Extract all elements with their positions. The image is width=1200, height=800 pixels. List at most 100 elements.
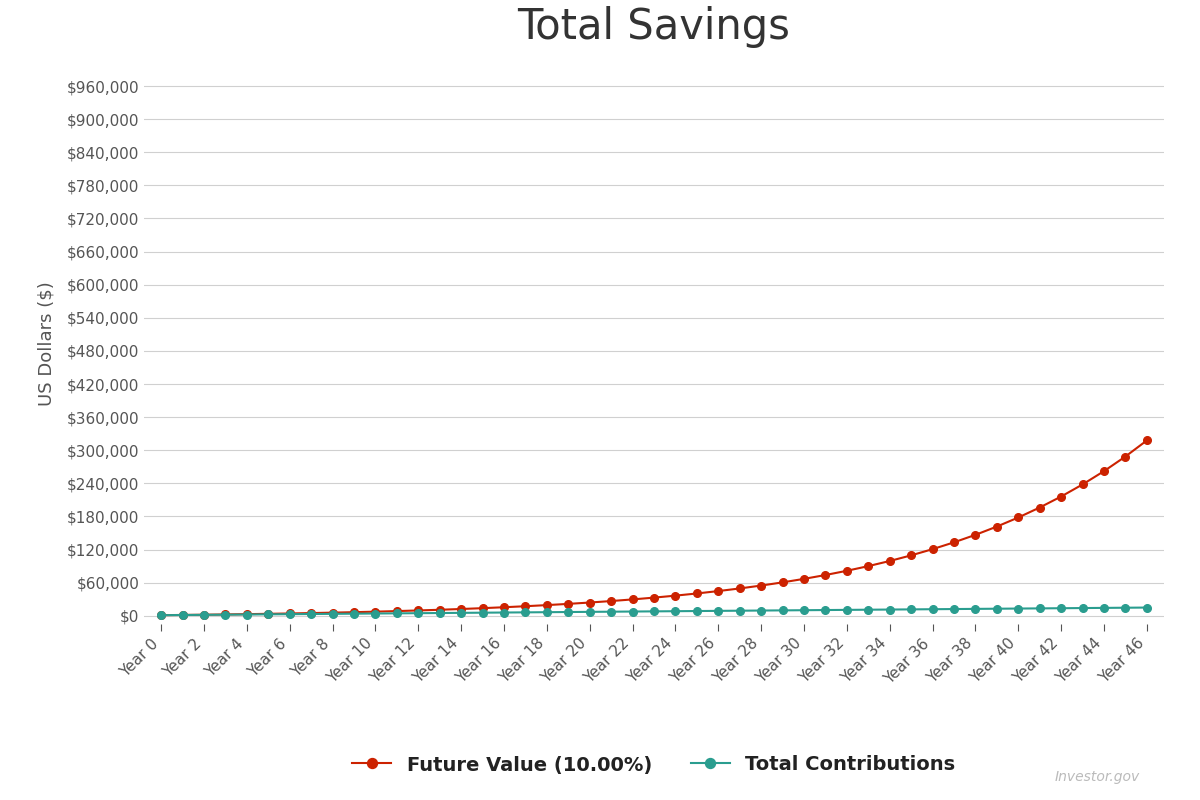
Total Contributions bbox=[540, 607, 554, 617]
Future Value (10.00%) bbox=[968, 530, 983, 540]
Future Value (10.00%) bbox=[497, 602, 511, 612]
Total Contributions bbox=[1140, 602, 1154, 612]
Future Value (10.00%) bbox=[625, 594, 640, 604]
Future Value (10.00%) bbox=[818, 570, 833, 580]
Y-axis label: US Dollars ($): US Dollars ($) bbox=[37, 282, 55, 406]
Total Contributions bbox=[668, 606, 683, 616]
Total Contributions bbox=[862, 605, 876, 614]
Future Value (10.00%) bbox=[454, 604, 468, 614]
Future Value (10.00%) bbox=[154, 610, 168, 620]
Future Value (10.00%) bbox=[432, 605, 446, 614]
Future Value (10.00%) bbox=[690, 589, 704, 598]
Future Value (10.00%) bbox=[1118, 452, 1133, 462]
Total Contributions bbox=[412, 608, 426, 618]
Total Contributions bbox=[197, 610, 211, 620]
Total Contributions bbox=[390, 609, 404, 618]
Future Value (10.00%) bbox=[1032, 502, 1046, 512]
Total Contributions bbox=[690, 606, 704, 616]
Future Value (10.00%) bbox=[540, 600, 554, 610]
Total Contributions bbox=[947, 604, 961, 614]
Total Contributions bbox=[818, 606, 833, 615]
Total Contributions bbox=[562, 607, 576, 617]
Future Value (10.00%) bbox=[840, 566, 854, 575]
Text: Investor.gov: Investor.gov bbox=[1055, 770, 1140, 784]
Total Contributions bbox=[625, 606, 640, 616]
Future Value (10.00%) bbox=[282, 609, 296, 618]
Line: Total Contributions: Total Contributions bbox=[157, 604, 1151, 619]
Total Contributions bbox=[368, 609, 383, 618]
Total Contributions bbox=[282, 610, 296, 619]
Total Contributions bbox=[454, 608, 468, 618]
Future Value (10.00%) bbox=[518, 602, 533, 611]
Line: Future Value (10.00%): Future Value (10.00%) bbox=[157, 437, 1151, 619]
Future Value (10.00%) bbox=[562, 599, 576, 609]
Total Contributions bbox=[154, 610, 168, 620]
Future Value (10.00%) bbox=[262, 609, 276, 618]
Total Contributions bbox=[347, 609, 361, 618]
Total Contributions bbox=[647, 606, 661, 616]
Total Contributions bbox=[1118, 603, 1133, 613]
Future Value (10.00%) bbox=[240, 610, 254, 619]
Total Contributions bbox=[1075, 603, 1090, 613]
Legend: Future Value (10.00%), Total Contributions: Future Value (10.00%), Total Contributio… bbox=[344, 747, 964, 782]
Future Value (10.00%) bbox=[754, 581, 768, 590]
Total Contributions bbox=[582, 607, 596, 617]
Future Value (10.00%) bbox=[925, 544, 940, 554]
Total Contributions bbox=[304, 610, 318, 619]
Future Value (10.00%) bbox=[325, 608, 340, 618]
Future Value (10.00%) bbox=[1140, 436, 1154, 446]
Future Value (10.00%) bbox=[347, 607, 361, 617]
Total Contributions bbox=[497, 608, 511, 618]
Total Contributions bbox=[968, 604, 983, 614]
Total Contributions bbox=[325, 609, 340, 618]
Future Value (10.00%) bbox=[647, 593, 661, 602]
Title: Total Savings: Total Savings bbox=[517, 6, 791, 48]
Total Contributions bbox=[432, 608, 446, 618]
Future Value (10.00%) bbox=[862, 562, 876, 571]
Future Value (10.00%) bbox=[1012, 513, 1026, 522]
Total Contributions bbox=[518, 607, 533, 617]
Future Value (10.00%) bbox=[882, 556, 896, 566]
Future Value (10.00%) bbox=[668, 591, 683, 601]
Future Value (10.00%) bbox=[218, 610, 233, 619]
Total Contributions bbox=[882, 605, 896, 614]
Total Contributions bbox=[797, 606, 811, 615]
Total Contributions bbox=[1032, 603, 1046, 613]
Total Contributions bbox=[754, 606, 768, 615]
Future Value (10.00%) bbox=[775, 578, 790, 587]
Total Contributions bbox=[240, 610, 254, 619]
Total Contributions bbox=[732, 606, 746, 615]
Future Value (10.00%) bbox=[390, 606, 404, 616]
Future Value (10.00%) bbox=[732, 584, 746, 594]
Future Value (10.00%) bbox=[604, 596, 618, 606]
Future Value (10.00%) bbox=[412, 606, 426, 615]
Total Contributions bbox=[475, 608, 490, 618]
Future Value (10.00%) bbox=[904, 550, 918, 560]
Total Contributions bbox=[262, 610, 276, 619]
Future Value (10.00%) bbox=[947, 538, 961, 547]
Total Contributions bbox=[990, 604, 1004, 614]
Total Contributions bbox=[1097, 603, 1111, 613]
Total Contributions bbox=[775, 606, 790, 615]
Future Value (10.00%) bbox=[582, 598, 596, 607]
Total Contributions bbox=[1054, 603, 1068, 613]
Total Contributions bbox=[175, 610, 190, 620]
Future Value (10.00%) bbox=[990, 522, 1004, 531]
Total Contributions bbox=[604, 607, 618, 617]
Total Contributions bbox=[1012, 604, 1026, 614]
Future Value (10.00%) bbox=[197, 610, 211, 619]
Total Contributions bbox=[904, 605, 918, 614]
Total Contributions bbox=[840, 605, 854, 614]
Total Contributions bbox=[218, 610, 233, 619]
Future Value (10.00%) bbox=[1097, 466, 1111, 476]
Future Value (10.00%) bbox=[475, 603, 490, 613]
Total Contributions bbox=[925, 605, 940, 614]
Future Value (10.00%) bbox=[304, 608, 318, 618]
Total Contributions bbox=[712, 606, 726, 616]
Future Value (10.00%) bbox=[1054, 492, 1068, 502]
Future Value (10.00%) bbox=[368, 607, 383, 617]
Future Value (10.00%) bbox=[712, 586, 726, 596]
Future Value (10.00%) bbox=[1075, 480, 1090, 490]
Future Value (10.00%) bbox=[175, 610, 190, 620]
Future Value (10.00%) bbox=[797, 574, 811, 584]
